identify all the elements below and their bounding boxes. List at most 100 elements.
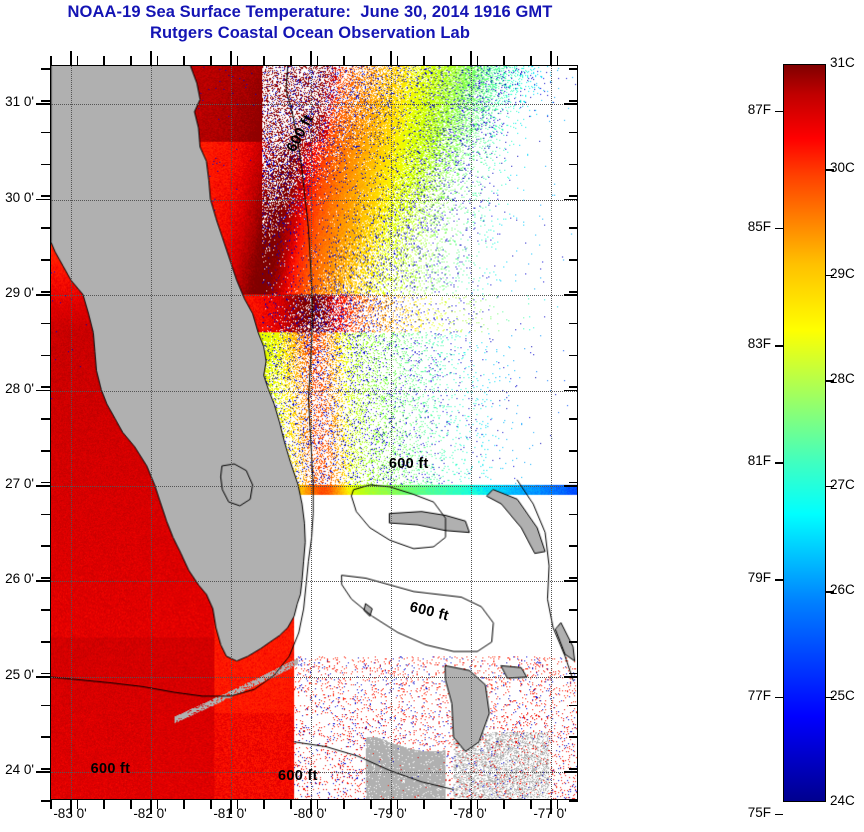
xtick-minor-top	[503, 56, 505, 65]
ytick-minor	[41, 290, 50, 293]
xtick-minor-top	[343, 56, 345, 65]
ytick-major-right-28	[564, 389, 578, 392]
lat-label-28: 28 0'	[5, 380, 34, 396]
colorbar-label-c-25: 25C	[830, 687, 855, 703]
lon-label-77: -77 0'	[533, 806, 567, 821]
ytick-minor-right	[569, 704, 578, 707]
colorbar-label-f-85: 85F	[747, 219, 771, 234]
xtick-minor	[370, 800, 372, 809]
ytick-minor	[41, 259, 50, 261]
ytick-minor	[41, 163, 50, 166]
lat-label-25: 25 0'	[5, 666, 34, 682]
contour-label-600ft-4: 600 ft	[90, 760, 131, 777]
lon-label-80: -80 0'	[293, 806, 327, 821]
xtick-minor	[130, 800, 132, 809]
colorbar-tick-f-81	[775, 462, 783, 464]
ytick-major-29	[36, 294, 50, 296]
colorbar-tick-f-77	[775, 696, 783, 698]
colorbar-tick-f-79	[775, 579, 783, 581]
xtick-major-top-83	[70, 51, 72, 65]
lon-label-81: -81 0'	[213, 806, 247, 821]
xtick-major-77	[550, 800, 552, 814]
lat-label-24: 24 0'	[5, 762, 34, 778]
xtick-minor	[396, 800, 399, 809]
colorbar-tick-c-25	[826, 696, 834, 698]
ytick-minor-right	[569, 354, 578, 357]
ytick-minor-right	[569, 259, 578, 261]
ytick-minor	[41, 100, 50, 102]
ytick-minor-right	[569, 418, 578, 420]
ytick-minor-right	[569, 768, 578, 770]
ytick-minor-right	[569, 386, 578, 388]
ytick-minor	[41, 513, 50, 516]
ytick-major-25	[36, 675, 50, 678]
ytick-minor-right	[569, 609, 578, 611]
colorbar-tick-f-83	[775, 345, 783, 347]
ytick-major-right-24	[564, 771, 578, 773]
xtick-minor	[450, 800, 452, 809]
colorbar-label-f-87: 87F	[747, 101, 771, 117]
ytick-minor-right	[569, 290, 578, 293]
ytick-major-right-29	[564, 294, 578, 296]
colorbar-tick-f-85	[775, 228, 783, 230]
colorbar-label-c-31: 31C	[830, 55, 855, 70]
ytick-minor-right	[569, 131, 578, 134]
xtick-major-79	[390, 800, 392, 814]
colorbar-label-f-83: 83F	[747, 336, 771, 352]
xtick-minor-top	[50, 56, 52, 65]
lat-label-31: 31 0'	[5, 94, 34, 110]
ytick-minor	[41, 131, 50, 134]
xtick-minor	[236, 800, 239, 809]
xtick-minor-top	[423, 56, 425, 65]
ytick-minor-right	[569, 68, 578, 70]
xtick-minor-top	[450, 56, 452, 65]
xtick-minor-top	[156, 56, 159, 65]
ytick-major-28	[36, 389, 50, 392]
xtick-minor-top	[76, 56, 79, 65]
xtick-minor	[156, 800, 159, 809]
ytick-minor	[41, 354, 50, 357]
xtick-minor	[556, 800, 559, 809]
colorbar-tick-c-26	[826, 591, 834, 593]
colorbar-label-c-26: 26C	[830, 582, 855, 598]
xtick-minor-top	[316, 56, 319, 65]
colorbar-tick-c-29	[826, 274, 834, 277]
ytick-major-30	[36, 198, 50, 201]
ytick-major-right-25	[564, 675, 578, 678]
ytick-minor	[41, 577, 50, 579]
ytick-minor-right	[569, 577, 578, 579]
ytick-minor-right	[569, 322, 578, 325]
xtick-minor	[50, 800, 52, 809]
ytick-minor-right	[569, 672, 578, 675]
ytick-minor-right	[569, 450, 578, 452]
lon-label-79: -79 0'	[373, 806, 407, 821]
ytick-minor	[41, 386, 50, 388]
map-plot-area[interactable]: 600 ft 600 ft 600 ft 600 ft 600 ft	[50, 65, 578, 800]
xtick-minor	[530, 800, 532, 809]
xtick-minor-top	[556, 56, 559, 65]
ytick-minor-right	[569, 227, 578, 229]
colorbar-tick-c-28	[826, 380, 834, 382]
ytick-minor-right	[569, 163, 578, 166]
colorbar-label-f-75: 75F	[747, 804, 771, 820]
xtick-minor-top	[183, 56, 185, 65]
xtick-minor	[423, 800, 425, 809]
xtick-minor	[263, 800, 265, 809]
xtick-minor	[343, 800, 345, 809]
figure-title: NOAA-19 Sea Surface Temperature: June 30…	[0, 2, 620, 44]
ytick-minor	[41, 545, 50, 548]
ytick-minor	[41, 68, 50, 70]
contour-label-600ft-2: 600 ft	[388, 455, 429, 472]
temperature-colorbar[interactable]	[783, 64, 826, 802]
colorbar-label-f-79: 79F	[747, 570, 771, 586]
xtick-minor-top	[396, 56, 399, 65]
colorbar-tick-c-30	[826, 169, 834, 171]
xtick-minor-top	[370, 56, 372, 65]
ytick-minor	[41, 609, 50, 611]
xtick-major-top-78	[470, 51, 472, 65]
colorbar-label-c-24: 24C	[830, 793, 855, 808]
ytick-minor	[41, 768, 50, 770]
ytick-minor	[41, 800, 50, 802]
colorbar-label-c-30: 30C	[830, 160, 855, 176]
